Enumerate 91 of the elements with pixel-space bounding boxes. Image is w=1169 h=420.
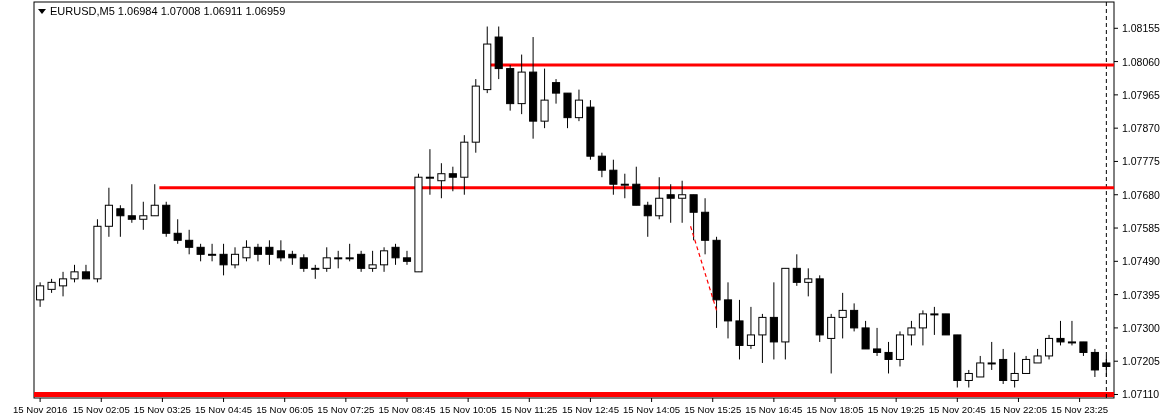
- x-tick-label: 15 Nov 23:25: [1051, 404, 1109, 415]
- x-tick-label: 15 Nov 12:45: [561, 404, 619, 415]
- candlestick: [36, 281, 45, 308]
- candlestick: [58, 271, 68, 297]
- y-tick-label: 1.07300: [1122, 321, 1161, 334]
- candlestick: [104, 187, 113, 238]
- candlestick: [276, 239, 285, 262]
- candlestick: [116, 204, 125, 238]
- candlestick: [597, 152, 606, 178]
- candlestick: [689, 194, 698, 241]
- candlestick: [1090, 348, 1099, 378]
- candlestick: [792, 253, 801, 287]
- candlestick: [448, 166, 457, 192]
- y-tick-label: 1.08155: [1122, 22, 1161, 35]
- candlestick: [380, 246, 389, 273]
- x-tick-label: 15 Nov 18:05: [806, 404, 864, 415]
- candlestick: [884, 341, 893, 374]
- y-tick-label: 1.07205: [1122, 355, 1161, 368]
- candlestick: [987, 341, 996, 371]
- x-tick-label: 15 Nov 14:05: [623, 404, 681, 415]
- x-tick-label: 15 Nov 02:05: [72, 404, 130, 415]
- x-tick-label: 15 Nov 2016: [12, 404, 68, 415]
- candlestick: [620, 173, 629, 199]
- candlestick: [827, 313, 836, 374]
- y-tick-label: 1.08060: [1122, 55, 1161, 68]
- candlestick: [425, 148, 434, 196]
- candlestick: [907, 320, 916, 346]
- candlestick: [1067, 320, 1077, 346]
- candlestick: [322, 246, 331, 273]
- x-tick-label: 15 Nov 11:25: [501, 404, 558, 415]
- candlestick: [976, 355, 985, 378]
- candlestick: [139, 201, 148, 231]
- candlestick: [643, 201, 652, 238]
- candlestick: [127, 183, 136, 224]
- candlestick: [838, 292, 847, 339]
- candlestick: [609, 159, 618, 196]
- candlestick: [1056, 320, 1065, 346]
- candlestick: [357, 250, 366, 273]
- candlestick: [242, 239, 251, 262]
- candlestick: [150, 183, 159, 217]
- candlestick: [540, 68, 549, 129]
- candlestick: [758, 313, 767, 364]
- x-tick-label: 15 Nov 07:25: [317, 404, 375, 415]
- candlestick: [185, 229, 194, 255]
- candlestick: [918, 309, 927, 346]
- x-tick-label: 15 Nov 03:25: [133, 404, 191, 415]
- x-tick-label: 15 Nov 10:05: [439, 404, 497, 415]
- x-tick-label: 15 Nov 15:25: [684, 404, 742, 415]
- x-tick-label: 15 Nov 04:45: [195, 404, 253, 415]
- y-tick-label: 1.07395: [1122, 288, 1161, 301]
- candlestick: [746, 306, 755, 350]
- candlestick: [666, 183, 675, 224]
- y-tick-label: 1.07775: [1122, 155, 1161, 168]
- candlestick: [655, 176, 664, 220]
- x-tick-label: 15 Nov 19:25: [867, 404, 925, 415]
- candlestick: [402, 250, 412, 266]
- candlestick: [632, 166, 641, 206]
- y-tick-label: 1.07680: [1122, 188, 1161, 201]
- candlestick: [930, 306, 939, 336]
- y-tick-label: 1.07585: [1122, 222, 1161, 235]
- candlestick: [368, 250, 377, 273]
- y-tick-label: 1.07870: [1122, 122, 1161, 135]
- y-tick-label: 1.07965: [1122, 88, 1161, 101]
- candlestick: [219, 243, 228, 276]
- candlestick: [551, 78, 561, 105]
- x-tick-label: 15 Nov 20:45: [928, 404, 986, 415]
- candlestick: [861, 320, 870, 350]
- candlestick: [804, 267, 813, 297]
- x-tick-label: 15 Nov 06:05: [256, 404, 314, 415]
- x-tick-label: 15 Nov 16:45: [745, 404, 803, 415]
- candlestick: [1044, 334, 1054, 360]
- candlestick: [723, 281, 733, 339]
- y-tick-label: 1.07490: [1122, 255, 1161, 268]
- candlestick: [265, 239, 274, 266]
- candlestick: [873, 327, 882, 357]
- candlestick: [574, 89, 584, 122]
- candlestick: [941, 313, 950, 336]
- candlestick: [208, 243, 217, 262]
- x-tick-label: 15 Nov 08:45: [378, 404, 436, 415]
- candlestick: [999, 348, 1008, 385]
- candlestick: [253, 243, 262, 262]
- y-tick-label: 1.07110: [1122, 388, 1160, 401]
- candlestick: [1010, 351, 1019, 388]
- candlestick: [391, 243, 400, 266]
- candlestick: [173, 218, 182, 245]
- candlestick: [437, 162, 446, 199]
- candlestick: [850, 302, 859, 332]
- candlestick: [230, 246, 240, 269]
- candlestick: [678, 180, 687, 224]
- chart-title: EURUSD,M5 1.06984 1.07008 1.06911 1.06959: [50, 5, 286, 17]
- x-tick-label: 15 Nov 22:05: [989, 404, 1047, 415]
